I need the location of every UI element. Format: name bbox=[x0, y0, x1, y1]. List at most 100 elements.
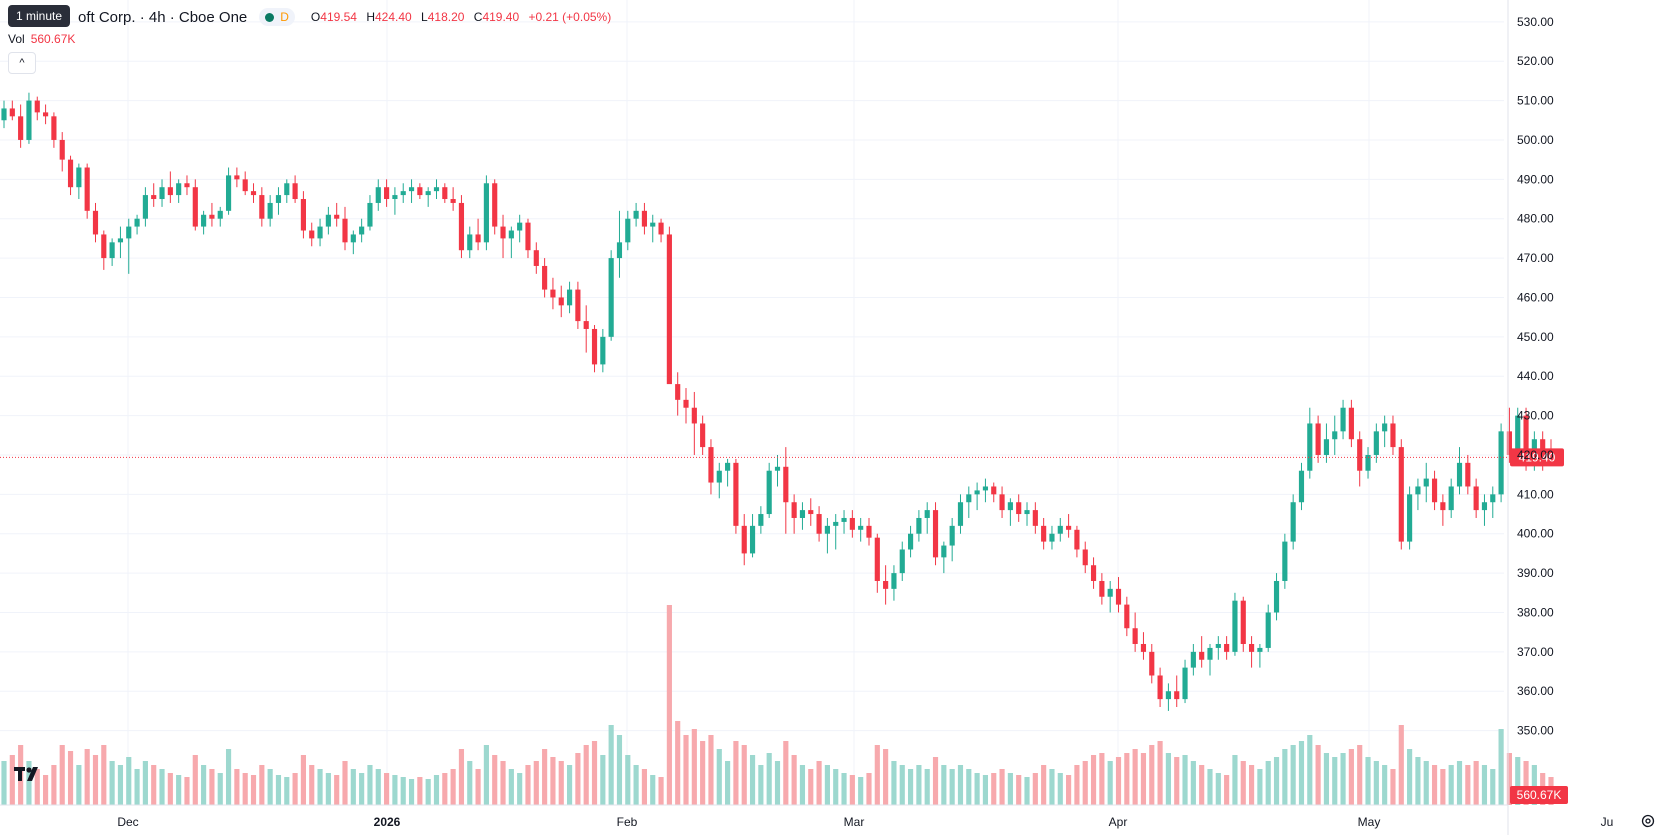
volume-bar bbox=[1232, 755, 1238, 805]
volume-bar bbox=[1315, 745, 1321, 805]
candle-body bbox=[359, 226, 365, 235]
collapse-legend-button[interactable]: ^ bbox=[8, 52, 36, 74]
volume-bar bbox=[483, 745, 489, 805]
volume-bar bbox=[1032, 773, 1038, 805]
candle-body bbox=[991, 486, 997, 495]
candle-body bbox=[1182, 667, 1188, 700]
volume-bar bbox=[874, 745, 880, 805]
candle-body bbox=[550, 289, 556, 298]
candle-body bbox=[217, 210, 223, 219]
volume-bar bbox=[1515, 757, 1521, 805]
candle-body bbox=[1240, 600, 1246, 644]
time-tick-label: May bbox=[1358, 815, 1381, 829]
candle-body bbox=[1007, 502, 1013, 511]
volume-bar bbox=[1140, 753, 1147, 805]
volume-bar bbox=[941, 765, 947, 805]
candle-body bbox=[1448, 486, 1454, 511]
candle-body bbox=[9, 108, 15, 117]
time-axis[interactable]: Dec 2026 Feb Mar Apr May Ju bbox=[0, 804, 1613, 829]
candle-body bbox=[1041, 525, 1047, 542]
candle-body bbox=[916, 517, 922, 534]
price-tick-label: 400.00 bbox=[1517, 527, 1554, 541]
candle-body bbox=[758, 514, 764, 526]
candle-body bbox=[1115, 588, 1122, 605]
volume-bar bbox=[384, 773, 390, 805]
volume-bar bbox=[151, 765, 157, 805]
time-tick-label: Feb bbox=[617, 815, 638, 829]
candle-body bbox=[1049, 533, 1055, 542]
volume-bar bbox=[525, 765, 531, 805]
candle-body bbox=[1099, 580, 1105, 597]
volume-bar bbox=[1099, 753, 1105, 805]
candle-body bbox=[808, 510, 814, 515]
candle-body bbox=[1016, 502, 1022, 515]
candle-body bbox=[1032, 510, 1038, 526]
volume-bar bbox=[234, 769, 240, 805]
candle-body bbox=[309, 230, 315, 239]
candle-body bbox=[733, 462, 739, 526]
volume-bar bbox=[758, 765, 764, 805]
volume-bar bbox=[134, 769, 140, 805]
candle-body bbox=[1340, 407, 1346, 432]
volume-bar bbox=[1473, 761, 1479, 805]
volume-bar bbox=[583, 745, 589, 805]
candle-body bbox=[874, 537, 880, 581]
volume-bar bbox=[217, 773, 223, 805]
volume-bar bbox=[425, 779, 431, 805]
candle-body bbox=[1498, 431, 1504, 495]
candle-body bbox=[841, 517, 847, 522]
volume-bar bbox=[417, 777, 423, 805]
candle-body bbox=[467, 234, 473, 251]
volume-bar bbox=[375, 769, 381, 805]
candle-body bbox=[941, 545, 947, 558]
volume-bar bbox=[799, 765, 806, 805]
candle-body bbox=[749, 525, 756, 554]
volume-bar bbox=[916, 765, 922, 805]
price-axis[interactable]: 530.00 520.00 510.00 500.00 490.00 480.00 470.… bbox=[1507, 0, 1554, 835]
market-status[interactable]: D bbox=[259, 8, 295, 26]
volume-bar bbox=[1456, 761, 1463, 805]
volume-bar bbox=[442, 773, 448, 805]
volume-bar bbox=[700, 741, 706, 805]
candle-body bbox=[1257, 647, 1263, 652]
volume-bar bbox=[741, 745, 747, 805]
candle-body bbox=[1407, 494, 1413, 542]
volume-bar bbox=[566, 765, 573, 805]
volume-bar bbox=[1041, 765, 1047, 805]
candle-body bbox=[367, 202, 373, 227]
volume-bar bbox=[300, 755, 306, 805]
candle-body bbox=[616, 242, 623, 259]
volume-bar bbox=[242, 773, 248, 805]
volume-bar bbox=[625, 755, 631, 805]
candle-body bbox=[1481, 502, 1488, 511]
volume-bar bbox=[1174, 757, 1180, 805]
volume-bar bbox=[250, 775, 257, 805]
candle-body bbox=[675, 384, 681, 400]
candle-body bbox=[483, 183, 489, 243]
candle-body bbox=[708, 447, 714, 483]
candle-body bbox=[325, 214, 331, 227]
candle-body bbox=[1132, 628, 1138, 644]
volume-bar bbox=[51, 765, 57, 805]
candle-body bbox=[375, 187, 381, 203]
candle-body bbox=[949, 525, 955, 546]
volume-bar bbox=[275, 775, 282, 805]
tradingview-logo-icon[interactable] bbox=[14, 764, 42, 786]
volume-bar bbox=[1448, 765, 1454, 805]
volume-bar bbox=[600, 755, 606, 805]
candle-body bbox=[999, 494, 1005, 511]
gear-icon[interactable] bbox=[1640, 813, 1656, 829]
volume-bar bbox=[1282, 749, 1288, 805]
volume-bar bbox=[550, 757, 556, 805]
candle-body bbox=[1082, 549, 1088, 566]
candle-body bbox=[1323, 439, 1330, 455]
symbol-title[interactable]: oft Corp. · 4h · Cboe One bbox=[78, 8, 248, 26]
candle-body bbox=[883, 580, 889, 589]
candle-body bbox=[1107, 588, 1113, 597]
volume-bar bbox=[1465, 765, 1471, 805]
volume-bar bbox=[1149, 745, 1155, 805]
candle-body bbox=[1174, 691, 1180, 700]
volume-bar bbox=[342, 761, 348, 805]
candle-body bbox=[1090, 565, 1097, 581]
